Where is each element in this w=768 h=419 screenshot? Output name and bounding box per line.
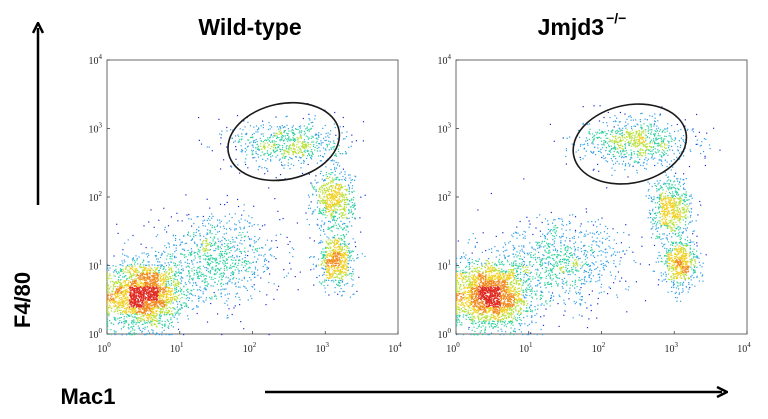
x-tick-label: 101 (519, 341, 533, 355)
x-tick-label: 101 (170, 341, 184, 355)
panel-jmjd3: Jmjd3 −/− 100 101 102 103 104 100 101 102 103 104 (438, 10, 752, 355)
y-tick-labels-wild-type: 100 101 102 103 104 (89, 53, 110, 341)
x-tick-label: 100 (97, 341, 111, 355)
x-tick-label: 104 (737, 341, 751, 355)
y-tick-label: 100 (89, 327, 103, 341)
y-tick-label: 102 (89, 190, 103, 204)
density-dots-wild-type (107, 103, 366, 336)
panel-title-jmjd3-superscript: −/− (606, 10, 626, 26)
x-tick-label: 102 (243, 341, 257, 355)
y-tick-label: 101 (89, 259, 103, 273)
y-tick-label: 104 (89, 53, 103, 67)
x-tick-label: 103 (316, 341, 330, 355)
plot-frame-wild-type (106, 59, 399, 335)
x-tick-label: 104 (388, 341, 402, 355)
density-dots-jmjd3 (456, 105, 721, 336)
x-axis-label: Mac1 (60, 384, 115, 409)
panel-title-jmjd3: Jmjd3 −/− (538, 10, 627, 40)
gate-ellipse-wild-type (227, 101, 341, 182)
x-tick-labels-jmjd3: 100 101 102 103 104 (446, 331, 751, 355)
x-tick-label: 102 (592, 341, 606, 355)
y-tick-label: 101 (438, 259, 452, 273)
y-tick-labels-jmjd3: 100 101 102 103 104 (438, 53, 459, 341)
y-tick-label: 100 (438, 327, 452, 341)
y-tick-label: 102 (438, 190, 452, 204)
panel-title-wild-type: Wild-type (198, 14, 301, 40)
x-tick-label: 100 (446, 341, 460, 355)
panel-title-jmjd3-main: Jmjd3 (538, 14, 604, 40)
y-tick-label: 103 (89, 122, 103, 136)
x-tick-labels-wild-type: 100 101 102 103 104 (97, 331, 402, 355)
gate-ellipse-jmjd3 (572, 103, 688, 185)
y-axis-label: F4/80 (10, 272, 35, 328)
y-tick-label: 104 (438, 53, 452, 67)
y-tick-label: 103 (438, 122, 452, 136)
x-tick-label: 103 (665, 341, 679, 355)
